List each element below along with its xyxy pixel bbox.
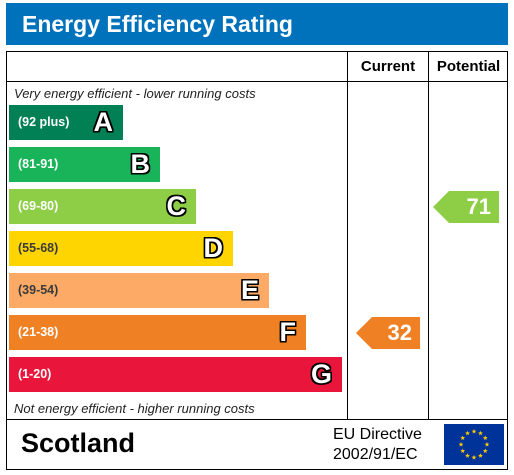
band-range-label: (1-20) — [18, 367, 52, 381]
column-divider — [428, 51, 429, 420]
rating-band-c: (69-80) C — [9, 189, 196, 224]
rating-band-a: (92 plus) A — [9, 105, 123, 140]
band-letter-label: C — [166, 191, 187, 221]
efficient-note: Very energy efficient - lower running co… — [14, 86, 256, 101]
flag-star — [465, 430, 470, 436]
header-divider — [6, 81, 508, 82]
flag-star — [465, 453, 470, 458]
current-rating-arrow-shape — [356, 316, 420, 349]
band-range-label: (69-80) — [18, 199, 59, 213]
band-letter-label: E — [240, 275, 259, 305]
rating-band-e: (39-54) E — [9, 273, 269, 308]
band-letter-label: F — [279, 317, 297, 347]
flag-star — [482, 448, 488, 454]
band-range-label: (81-91) — [18, 157, 59, 171]
potential-rating-arrow: 71 — [433, 190, 499, 223]
flag-star — [484, 441, 490, 447]
flag-star — [478, 453, 483, 458]
flag-star — [471, 428, 477, 434]
flag-star — [471, 454, 477, 460]
potential-column-header: Potential — [436, 58, 501, 75]
region-label: Scotland — [21, 428, 136, 458]
flag-star — [482, 435, 488, 441]
rating-table — [6, 51, 508, 420]
current-rating-arrow: 32 — [356, 316, 420, 349]
band-range-label: (21-38) — [18, 325, 59, 339]
eu-flag-icon — [444, 424, 504, 465]
current-rating-arrow-value: 32 — [387, 319, 412, 345]
current-column-header: Current — [360, 58, 416, 75]
inefficient-note: Not energy efficient - higher running co… — [14, 401, 255, 416]
band-letter-label: A — [93, 107, 114, 137]
flag-star — [458, 441, 464, 447]
directive-line1: EU Directive — [333, 426, 422, 443]
potential-rating-arrow-value: 71 — [466, 193, 491, 219]
band-letter-label: B — [130, 149, 151, 179]
rating-band-d: (55-68) D — [9, 231, 233, 266]
column-divider — [347, 51, 348, 420]
band-letter-label: G — [310, 359, 332, 389]
rating-band-f: (21-38) F — [9, 315, 306, 350]
rating-band-b: (81-91) B — [9, 147, 160, 182]
band-range-label: (55-68) — [18, 241, 59, 255]
band-range-label: (39-54) — [18, 283, 59, 297]
potential-rating-arrow-shape — [433, 190, 499, 223]
rating-band-g: (1-20) G — [9, 357, 342, 392]
flag-star — [478, 430, 483, 436]
directive-line2: 2002/91/EC — [333, 446, 418, 463]
flag-star — [460, 435, 466, 441]
band-range-label: (92 plus) — [18, 115, 70, 129]
band-letter-label: D — [203, 233, 224, 263]
eu-directive: EU Directive 2002/91/EC — [333, 425, 422, 465]
footer: Scotland EU Directive 2002/91/EC — [6, 420, 508, 470]
flag-star — [460, 448, 466, 454]
page-title: Energy Efficiency Rating — [6, 3, 508, 45]
